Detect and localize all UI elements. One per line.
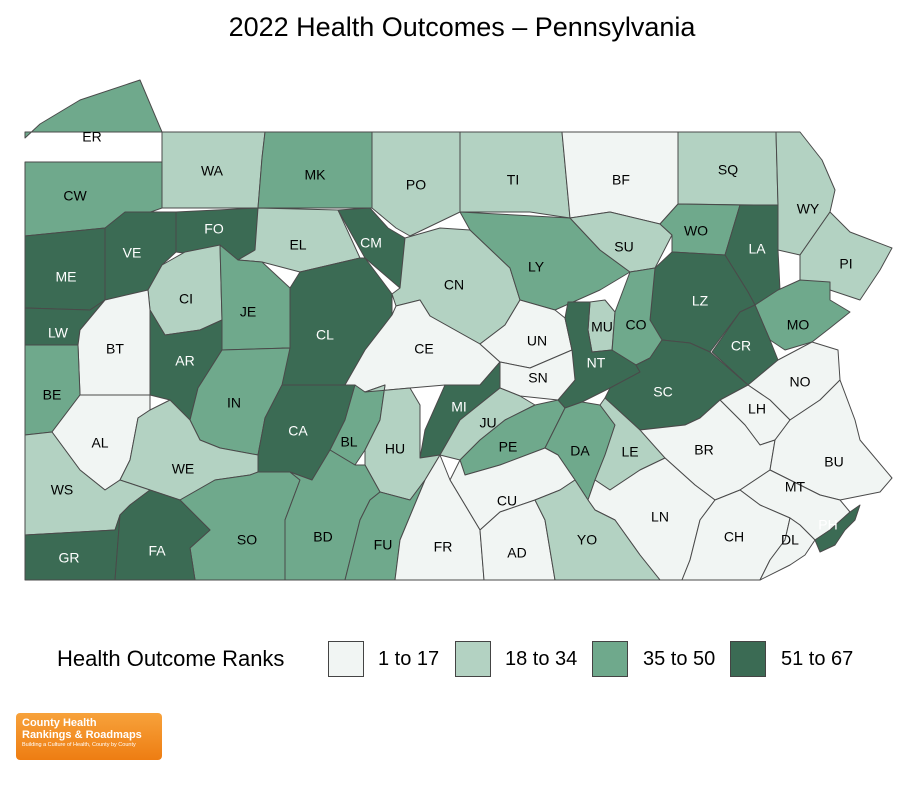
legend-label-q4: 51 to 67 [781, 648, 854, 670]
county-ph [814, 504, 861, 553]
county-er [24, 79, 163, 139]
county-label-mo: MO [787, 317, 810, 333]
county-label-cr: CR [731, 338, 751, 354]
county-label-ly: LY [528, 259, 545, 275]
county-label-yo: YO [577, 532, 597, 548]
county-label-ti: TI [507, 172, 519, 188]
county-label-fr: FR [434, 539, 453, 555]
county-label-mt: MT [785, 479, 806, 495]
county-label-ju: JU [479, 415, 496, 431]
county-label-we: WE [172, 461, 195, 477]
county-label-bf: BF [612, 172, 630, 188]
county-label-sq: SQ [718, 162, 738, 178]
logo-line-1: County Health [22, 717, 97, 729]
county-label-cl: CL [316, 327, 334, 343]
logo-tagline: Building a Culture of Health, County by … [22, 742, 136, 748]
county-mk [257, 131, 373, 209]
legend-swatch-q4 [730, 641, 766, 677]
county-label-be: BE [43, 387, 62, 403]
county-label-dl: DL [781, 532, 799, 548]
county-label-sn: SN [528, 370, 547, 386]
logo-line-2: Rankings & Roadmaps [22, 729, 142, 741]
county-ti [459, 131, 571, 219]
county-label-fo: FO [204, 221, 224, 237]
county-label-cw: CW [63, 188, 87, 204]
county-label-gr: GR [59, 550, 80, 566]
county-label-nt: NT [587, 355, 606, 371]
county-label-ar: AR [175, 353, 194, 369]
county-label-wy: WY [797, 201, 820, 217]
county-label-pe: PE [499, 439, 518, 455]
legend-title: Health Outcome Ranks [57, 646, 285, 671]
legend-label-q2: 18 to 34 [505, 648, 578, 670]
county-label-bl: BL [340, 434, 357, 450]
legend-swatch-q2 [455, 641, 491, 677]
county-label-er: ER [82, 129, 101, 145]
county-label-da: DA [570, 443, 590, 459]
county-label-ad: AD [507, 545, 526, 561]
county-yo [534, 479, 661, 581]
county-label-pi: PI [839, 256, 852, 272]
county-label-fa: FA [148, 543, 166, 559]
county-health-rankings-logo: County Health Rankings & Roadmaps Buildi… [16, 713, 162, 760]
county-label-fu: FU [374, 537, 393, 553]
county-label-ch: CH [724, 529, 744, 545]
legend-label-q3: 35 to 50 [643, 648, 716, 670]
county-label-so: SO [237, 532, 257, 548]
county-label-mk: MK [305, 167, 327, 183]
county-label-lw: LW [48, 325, 69, 341]
county-el [237, 207, 361, 273]
county-label-lz: LZ [692, 293, 709, 309]
county-label-me: ME [56, 269, 77, 285]
county-label-ln: LN [651, 509, 669, 525]
county-label-sc: SC [653, 384, 672, 400]
county-label-ce: CE [414, 341, 433, 357]
county-label-un: UN [527, 333, 547, 349]
map-title: 2022 Health Outcomes – Pennsylvania [228, 12, 696, 42]
county-label-in: IN [227, 395, 241, 411]
county-dl [759, 517, 816, 581]
county-label-cn: CN [444, 277, 464, 293]
county-label-le: LE [621, 444, 638, 460]
legend-swatch-q3 [592, 641, 628, 677]
county-label-el: EL [289, 237, 306, 253]
county-label-mu: MU [591, 319, 613, 335]
county-label-wo: WO [684, 223, 708, 239]
county-label-mi: MI [451, 399, 467, 415]
county-label-la: LA [748, 241, 766, 257]
county-fa [114, 489, 211, 581]
county-label-ve: VE [123, 245, 142, 261]
county-label-cu: CU [497, 493, 517, 509]
county-label-ci: CI [179, 291, 193, 307]
county-fu [344, 479, 426, 581]
county-label-wa: WA [201, 163, 224, 179]
county-label-no: NO [790, 374, 811, 390]
county-label-hu: HU [385, 441, 405, 457]
county-label-ca: CA [288, 423, 308, 439]
county-label-co: CO [626, 317, 647, 333]
county-label-su: SU [614, 239, 633, 255]
county-label-ws: WS [51, 482, 74, 498]
legend-label-q1: 1 to 17 [378, 648, 440, 670]
county-label-al: AL [91, 435, 108, 451]
pennsylvania-county-map: ER WA MK PO TI BF SQ WY CW VE FO EL CM CN LY SU WO LA PI ME… [24, 79, 893, 581]
county-label-bt: BT [106, 341, 124, 357]
county-label-ph: PH [818, 517, 837, 533]
county-label-br: BR [694, 442, 713, 458]
county-label-po: PO [406, 177, 426, 193]
county-label-je: JE [240, 304, 256, 320]
county-label-lh: LH [748, 401, 766, 417]
county-label-bu: BU [824, 454, 843, 470]
county-su [569, 211, 673, 273]
county-label-cm: CM [360, 235, 382, 251]
legend-swatch-q1 [328, 641, 364, 677]
county-label-bd: BD [313, 529, 332, 545]
county-mo [754, 279, 851, 351]
